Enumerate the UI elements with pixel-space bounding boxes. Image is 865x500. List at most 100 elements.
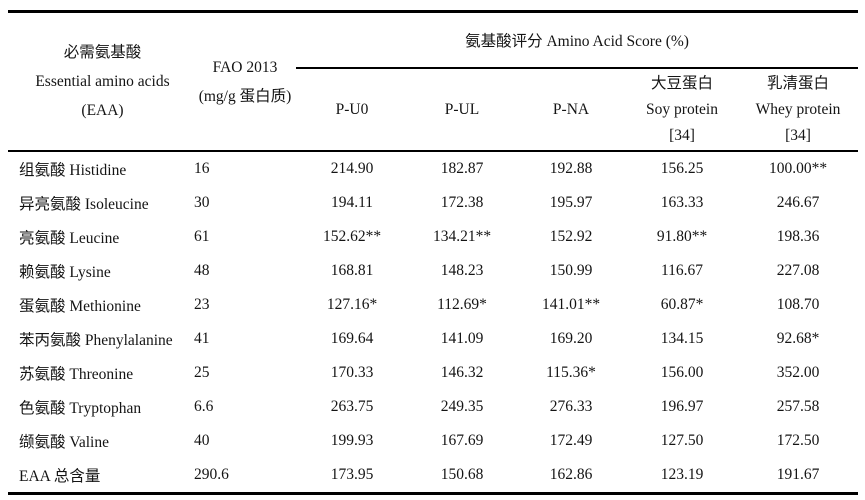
fao-value: 6.6 <box>194 398 214 415</box>
score-p-na: 150.99 <box>549 262 593 279</box>
score-soy: 134.15 <box>660 330 704 347</box>
score-soy: 156.25 <box>660 160 704 177</box>
score-p-ul: 249.35 <box>440 398 484 415</box>
header-soy-en: Soy protein <box>646 100 718 118</box>
score-p-u0: 214.90 <box>330 160 374 177</box>
score-p-u0: 199.93 <box>330 432 374 449</box>
score-soy: 196.97 <box>660 398 704 415</box>
header-row-top: 必需氨基酸 Essential amino acids (EAA) FAO 20… <box>8 11 859 152</box>
score-p-ul: 150.68 <box>440 466 484 483</box>
table-header: 必需氨基酸 Essential amino acids (EAA) FAO 20… <box>8 11 859 152</box>
score-p-u0: 169.64 <box>330 330 374 347</box>
header-p-ul: P-UL <box>408 68 516 152</box>
header-p-na: P-NA <box>516 68 626 152</box>
table-body: 组氨酸 Histidine 16 214.90 182.87 192.88 15… <box>8 151 858 494</box>
score-p-ul: 182.87 <box>440 160 484 177</box>
header-whey-en: Whey protein <box>755 100 841 118</box>
header-whey-zh: 乳清蛋白 <box>767 74 830 92</box>
header-row-sub: P-U0 P-UL P-NA 大豆蛋白 Soy protein [34] 乳清蛋… <box>8 68 859 152</box>
score-p-u0: 168.81 <box>330 262 374 279</box>
fao-value: 41 <box>194 330 210 347</box>
table-row-lysine: 赖氨酸 Lysine 48 168.81 148.23 150.99 116.6… <box>8 254 858 288</box>
score-soy: 156.00 <box>660 364 704 381</box>
eaa-name: 苏氨酸 Threonine <box>19 366 134 383</box>
eaa-name: 赖氨酸 Lysine <box>19 264 111 281</box>
score-p-na: 115.36* <box>546 364 596 381</box>
header-fao-line1: FAO 2013 <box>212 58 278 76</box>
score-soy: 127.50 <box>660 432 704 449</box>
score-p-na: 172.49 <box>549 432 593 449</box>
score-p-na: 195.97 <box>549 194 593 211</box>
eaa-name: EAA 总含量 <box>19 468 101 485</box>
header-soy-protein: 大豆蛋白 Soy protein [34] <box>626 68 738 152</box>
score-p-ul: 134.21** <box>432 228 492 245</box>
score-soy: 116.67 <box>660 262 704 279</box>
header-whey-ref: [34] <box>785 126 811 144</box>
table-row-methionine: 蛋氨酸 Methionine 23 127.16* 112.69* 141.01… <box>8 288 858 322</box>
score-p-na: 152.92 <box>549 228 593 245</box>
header-soy-zh: 大豆蛋白 <box>650 74 713 92</box>
score-p-u0: 127.16* <box>326 296 378 313</box>
amino-acid-score-table: 必需氨基酸 Essential amino acids (EAA) FAO 20… <box>8 10 859 495</box>
score-whey: 246.67 <box>776 194 820 211</box>
score-whey: 108.70 <box>776 296 820 313</box>
score-whey: 191.67 <box>776 466 820 483</box>
fao-value: 40 <box>194 432 210 449</box>
score-whey: 257.58 <box>776 398 820 415</box>
score-soy: 91.80** <box>656 228 708 245</box>
header-fao-line2: (mg/g 蛋白质) <box>198 87 292 105</box>
fao-value: 16 <box>194 160 210 177</box>
score-whey: 227.08 <box>776 262 820 279</box>
header-eaa-zh: 必需氨基酸 <box>63 44 142 61</box>
document-page: { "table": { "header": { "eaa": ["必需氨基酸"… <box>0 10 865 500</box>
header-p-u0: P-U0 <box>296 68 408 152</box>
header-fao: FAO 2013 (mg/g 蛋白质) <box>186 11 296 152</box>
eaa-name: 亮氨酸 Leucine <box>19 230 120 247</box>
table-row-histidine: 组氨酸 Histidine 16 214.90 182.87 192.88 15… <box>8 151 858 186</box>
score-p-ul: 148.23 <box>440 262 484 279</box>
eaa-name: 色氨酸 Tryptophan <box>19 400 142 417</box>
eaa-name: 苯丙氨酸 Phenylalanine <box>19 332 173 349</box>
eaa-name: 蛋氨酸 Methionine <box>19 298 141 315</box>
score-whey: 352.00 <box>776 364 820 381</box>
score-p-ul: 172.38 <box>440 194 484 211</box>
score-whey: 172.50 <box>776 432 820 449</box>
table-row-threonine: 苏氨酸 Threonine 25 170.33 146.32 115.36* 1… <box>8 356 858 390</box>
score-soy: 163.33 <box>660 194 704 211</box>
header-eaa-abbr: (EAA) <box>81 102 124 119</box>
score-p-u0: 152.62** <box>322 228 382 245</box>
fao-value: 48 <box>194 262 210 279</box>
score-p-u0: 170.33 <box>330 364 374 381</box>
score-p-na: 276.33 <box>549 398 593 415</box>
score-p-ul: 167.69 <box>440 432 484 449</box>
eaa-name: 组氨酸 Histidine <box>19 162 127 179</box>
score-soy: 123.19 <box>660 466 704 483</box>
score-p-na: 169.20 <box>549 330 593 347</box>
table-row-tryptophan: 色氨酸 Tryptophan 6.6 263.75 249.35 276.33 … <box>8 390 858 424</box>
fao-value: 23 <box>194 296 210 313</box>
table-row-leucine: 亮氨酸 Leucine 61 152.62** 134.21** 152.92 … <box>8 220 858 254</box>
header-eaa: 必需氨基酸 Essential amino acids (EAA) <box>8 11 186 152</box>
header-eaa-en: Essential amino acids <box>35 73 170 90</box>
table-row-phenylalanine: 苯丙氨酸 Phenylalanine 41 169.64 141.09 169.… <box>8 322 858 356</box>
eaa-name: 缬氨酸 Valine <box>19 434 109 451</box>
score-p-na: 192.88 <box>549 160 593 177</box>
score-soy: 60.87* <box>660 296 704 313</box>
score-whey: 100.00** <box>768 160 828 177</box>
table-row-valine: 缬氨酸 Valine 40 199.93 167.69 172.49 127.5… <box>8 424 858 458</box>
score-p-na: 162.86 <box>549 466 593 483</box>
score-p-ul: 112.69* <box>437 296 487 313</box>
score-p-ul: 146.32 <box>440 364 484 381</box>
score-p-ul: 141.09 <box>440 330 484 347</box>
header-whey-protein: 乳清蛋白 Whey protein [34] <box>738 68 859 152</box>
score-p-na: 141.01** <box>541 296 601 313</box>
header-amino-acid-score: 氨基酸评分 Amino Acid Score (%) <box>296 11 859 69</box>
score-whey: 92.68* <box>776 330 820 347</box>
eaa-name: 异亮氨酸 Isoleucine <box>19 196 149 213</box>
header-soy-ref: [34] <box>669 126 695 144</box>
score-p-u0: 263.75 <box>330 398 374 415</box>
fao-value: 25 <box>194 364 210 381</box>
table-row-isoleucine: 异亮氨酸 Isoleucine 30 194.11 172.38 195.97 … <box>8 186 858 220</box>
score-p-u0: 173.95 <box>330 466 374 483</box>
fao-value: 30 <box>194 194 210 211</box>
